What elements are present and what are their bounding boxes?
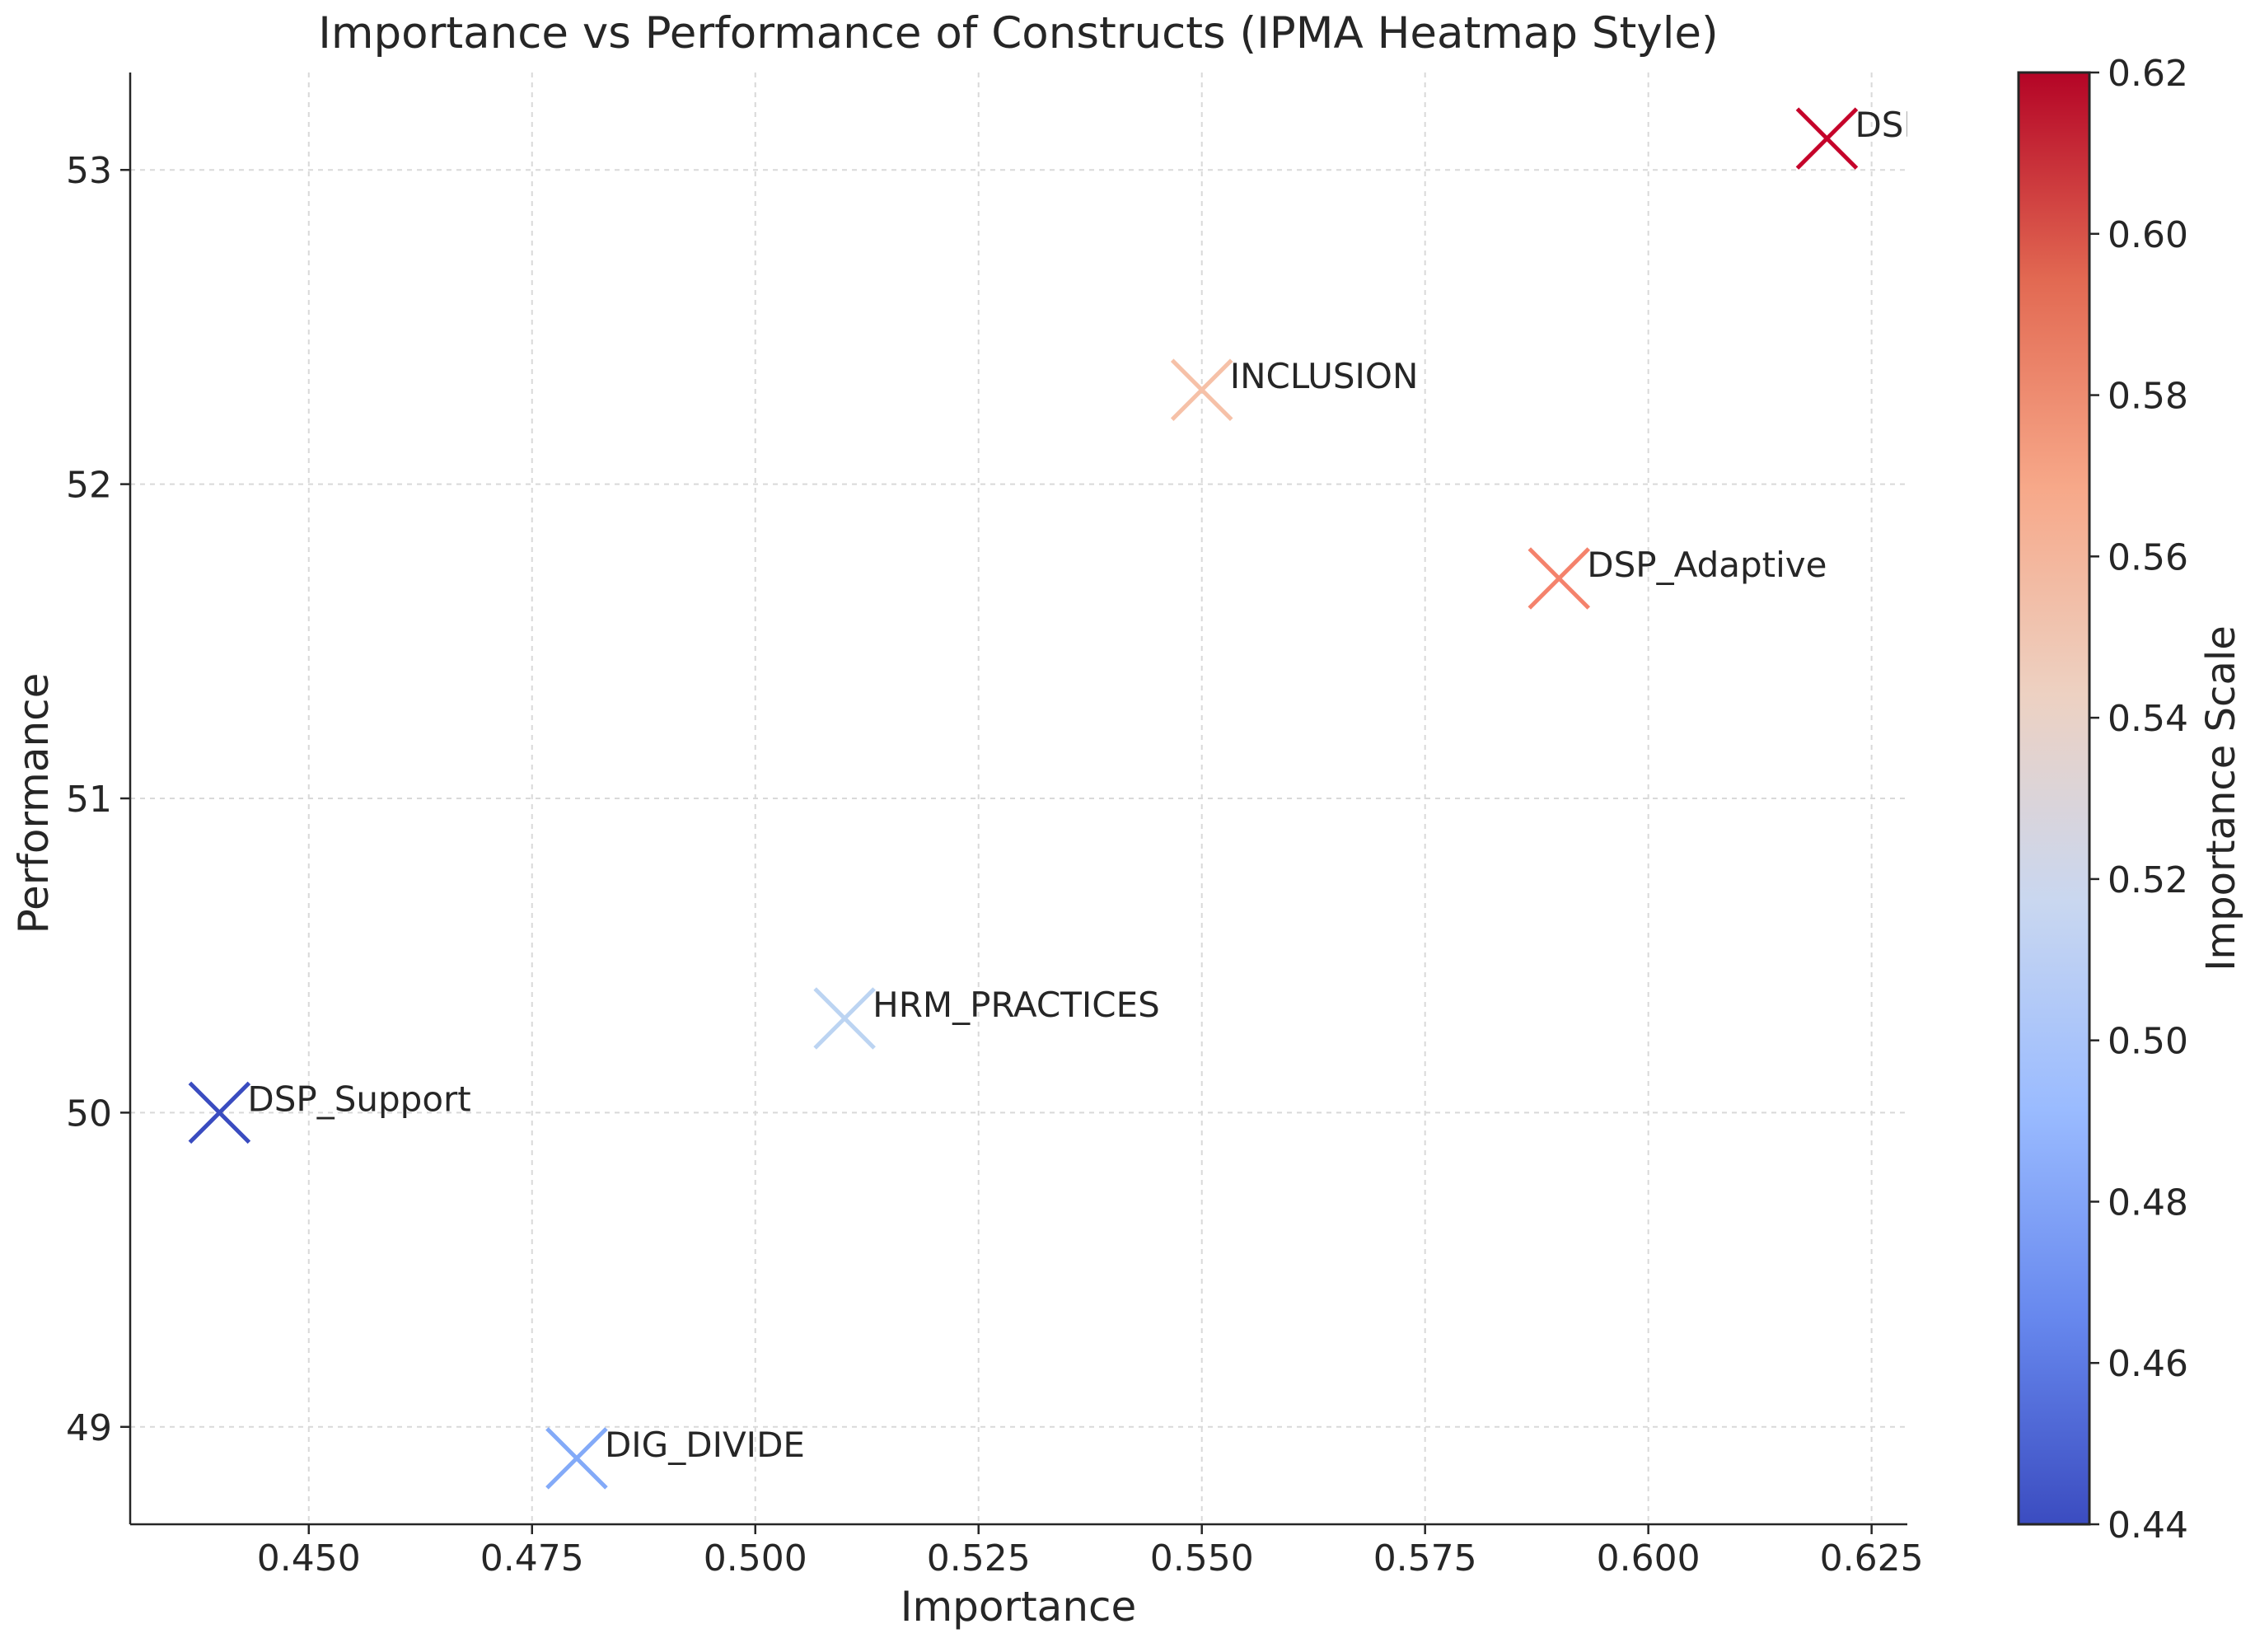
colorbar-gradient	[2017, 71, 2091, 1526]
y-tick-label: 52	[66, 465, 112, 507]
y-tick-label: 53	[66, 150, 112, 192]
colorbar-tick-label: 0.56	[2108, 536, 2188, 578]
x-tick-label: 0.475	[480, 1537, 584, 1579]
y-axis-ticks: 49 50 51 52 53	[66, 150, 130, 1449]
x-tick-label: 0.600	[1597, 1537, 1701, 1579]
colorbar-tick-label: 0.48	[2108, 1182, 2188, 1224]
colorbar-tick-label: 0.52	[2108, 859, 2188, 901]
x-axis-label: Importance	[901, 1583, 1137, 1631]
scatter-point	[813, 987, 876, 1050]
x-tick-label: 0.625	[1820, 1537, 1924, 1579]
scatter-point	[1528, 547, 1591, 610]
x-tick-label: 0.550	[1150, 1537, 1254, 1579]
scatter-point	[1795, 107, 1859, 170]
x-tick-label: 0.500	[704, 1537, 807, 1579]
colorbar: 0.44 0.46 0.48 0.50 0.52 0.54 0.56 0.58 0.60 0.62…	[2017, 53, 2244, 1547]
x-tick-label: 0.575	[1373, 1537, 1477, 1579]
colorbar-tick-label: 0.60	[2108, 214, 2188, 256]
point-label: DSP_Adaptive	[1587, 545, 1827, 585]
x-tick-label: 0.450	[257, 1537, 361, 1579]
scatter-points	[188, 107, 1859, 1490]
y-tick-label: 49	[66, 1407, 112, 1449]
scatter-point	[188, 1081, 251, 1144]
point-mark-stroke	[1528, 547, 1591, 610]
colorbar-tick-label: 0.46	[2108, 1343, 2188, 1385]
colorbar-ticks: 0.44 0.46 0.48 0.50 0.52 0.54 0.56 0.58 0.60 0.62	[2089, 53, 2188, 1547]
point-mark-stroke	[1170, 358, 1233, 421]
point-label: DSP_Task	[1855, 105, 2017, 145]
y-tick-label: 50	[66, 1093, 112, 1135]
colorbar-label: Importance Scale	[2198, 625, 2244, 971]
point-mark-stroke	[188, 1081, 251, 1144]
chart-title: Importance vs Performance of Constructs …	[318, 8, 1718, 58]
scatter-point	[1170, 358, 1233, 421]
x-axis-ticks: 0.450 0.475 0.500 0.525 0.550 0.575 0.600 0.625	[257, 1524, 1924, 1579]
y-axis-label: Performance	[10, 673, 58, 934]
point-label: HRM_PRACTICES	[873, 985, 1160, 1025]
colorbar-tick-label: 0.54	[2108, 698, 2188, 740]
point-label: INCLUSION	[1230, 356, 1419, 396]
point-labels: DSP_Task INCLUSION DSP_Adaptive HRM_PRACTIC…	[247, 105, 2017, 1465]
point-mark-stroke	[1795, 107, 1859, 170]
scatter-point	[545, 1427, 608, 1490]
colorbar-tick-label: 0.58	[2108, 376, 2188, 418]
point-label: DIG_DIVIDE	[605, 1425, 805, 1465]
x-tick-label: 0.525	[927, 1537, 1031, 1579]
colorbar-tick-label: 0.50	[2108, 1021, 2188, 1063]
colorbar-tick-label: 0.62	[2108, 53, 2188, 95]
point-mark-stroke	[813, 987, 876, 1050]
point-mark-stroke	[545, 1427, 608, 1490]
grid	[130, 73, 1907, 1524]
point-label: DSP_Support	[247, 1079, 470, 1119]
y-tick-label: 51	[66, 779, 112, 821]
colorbar-tick-label: 0.44	[2108, 1505, 2188, 1547]
